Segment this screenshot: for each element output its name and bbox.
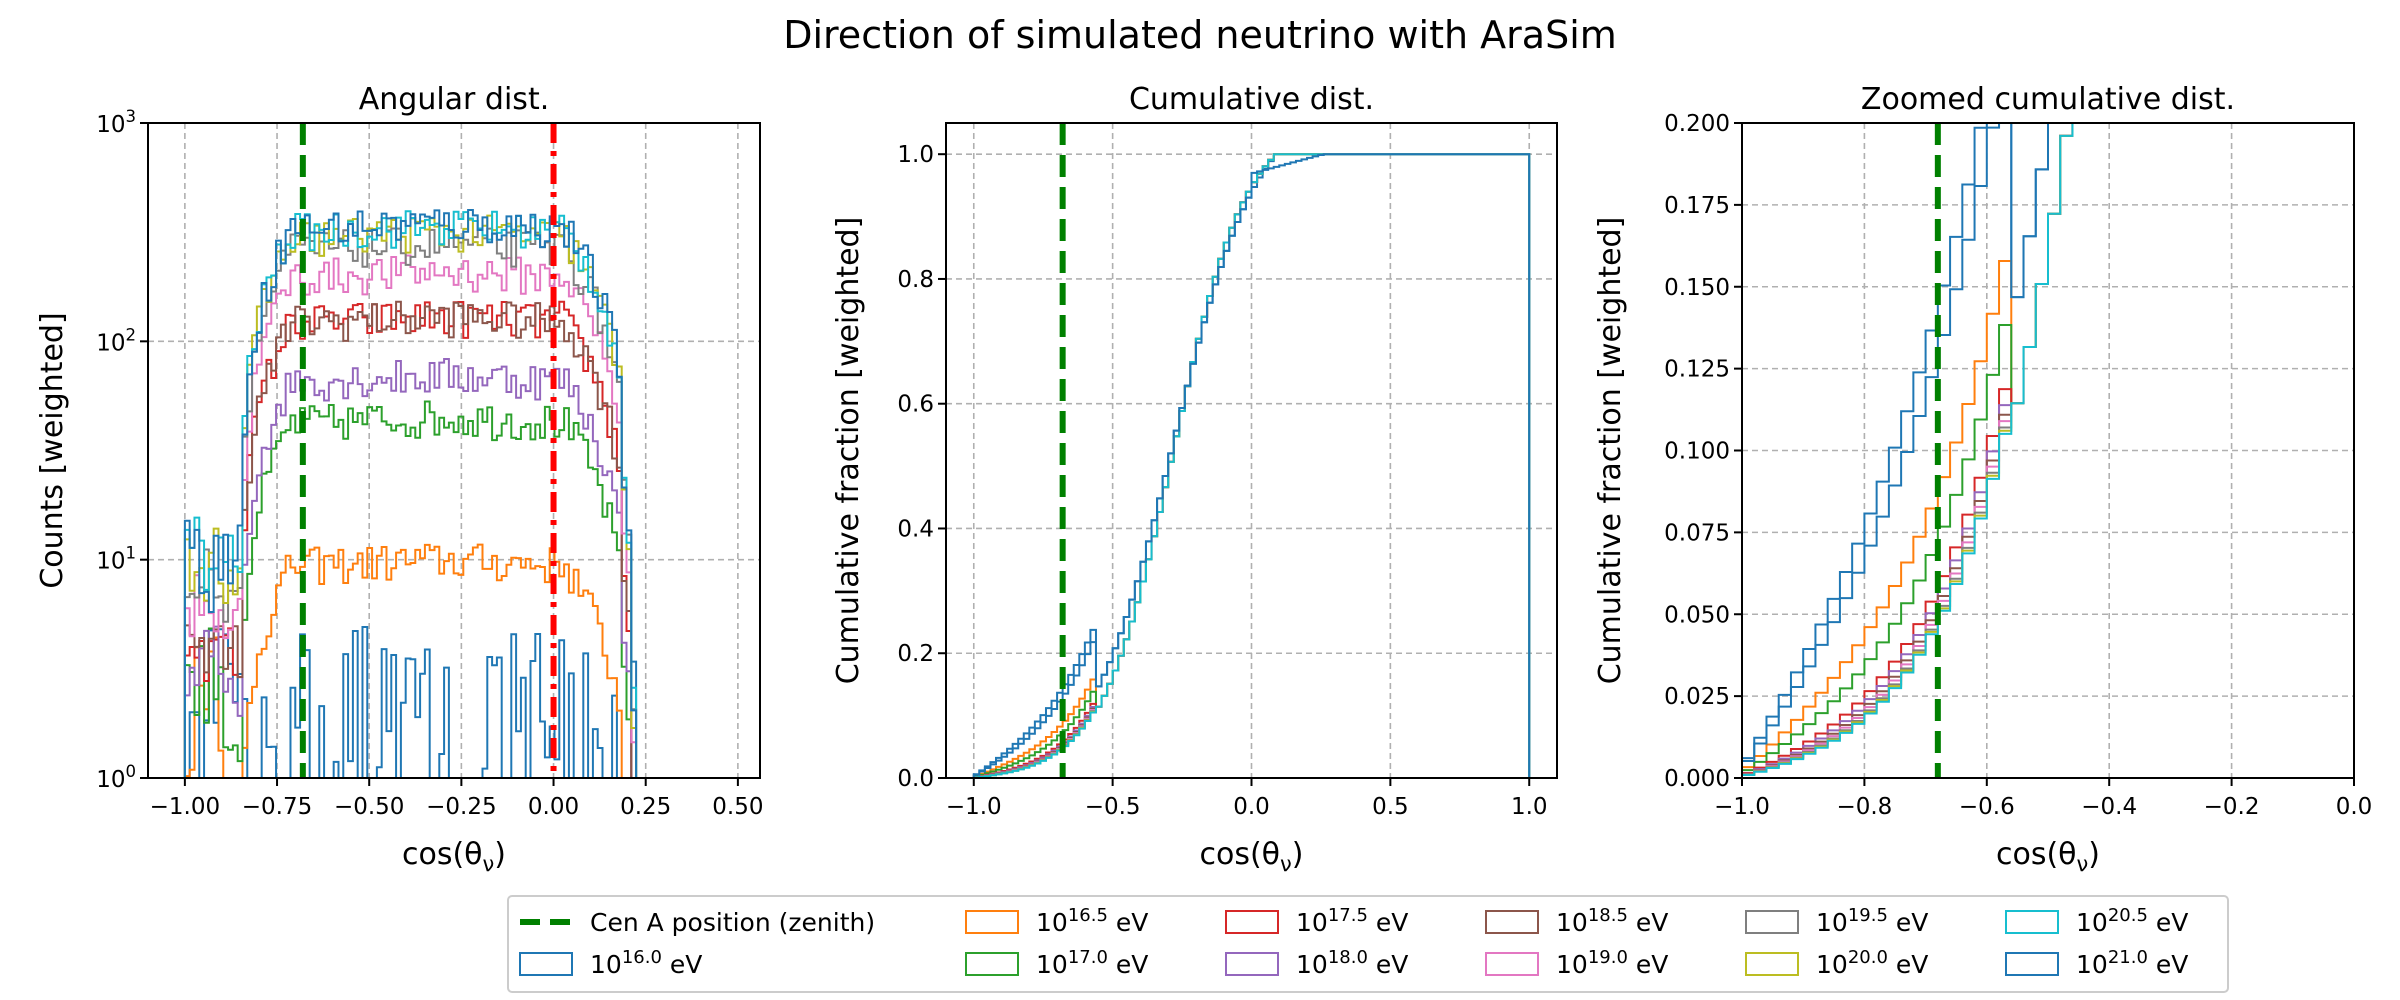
legend-cen-a-label: Cen A position (zenith) xyxy=(590,908,875,937)
cumulative-series-16.0 xyxy=(1742,123,2049,778)
x-tick-label: −0.75 xyxy=(242,794,312,820)
y-tick-label: 0.150 xyxy=(1664,275,1730,301)
histogram-series-16.0 xyxy=(188,625,638,778)
x-tick-label: −0.4 xyxy=(2081,794,2137,820)
x-tick-label: 0.50 xyxy=(712,794,763,820)
cumulative-series-16.5 xyxy=(1742,123,2074,778)
legend-label-17.5: 1017.5 eV xyxy=(1296,905,1408,937)
panel-zoomed-cumulative: −1.0 −0.8 −0.6 −0.4 −0.2 0.0 0.000 0.025 0.050 0.… xyxy=(1593,82,2373,876)
x-axis-label: cos(θν) xyxy=(1200,837,1304,876)
axes-frame xyxy=(147,122,761,779)
x-tick-label: −0.2 xyxy=(2204,794,2260,820)
y-tick-label: 1.0 xyxy=(897,142,934,168)
legend-label-21.0: 1021.0 eV xyxy=(2076,947,2188,979)
legend-swatch xyxy=(1225,952,1279,976)
legend-swatch xyxy=(519,952,573,976)
y-axis-label: Cumulative fraction [weighted] xyxy=(1593,217,1628,685)
histogram-series-21.0 xyxy=(183,208,638,778)
legend-swatch xyxy=(1485,910,1539,934)
y-tick-label: 0.175 xyxy=(1664,193,1730,219)
legend: Cen A position (zenith) 1016.0 eV 1016.5 e… xyxy=(507,895,2229,993)
legend-swatch xyxy=(1225,910,1279,934)
histogram-series-16.5 xyxy=(183,543,623,778)
x-tick-label: 0.0 xyxy=(1233,794,1270,820)
y-tick-label: 100 xyxy=(96,762,136,793)
y-axis-label: Cumulative fraction [weighted] xyxy=(831,217,866,685)
legend-swatch xyxy=(1745,910,1799,934)
panel-cumulative: −1.0 −0.5 0.0 0.5 1.0 0.0 0.2 0.4 0.6 0.8 1.0 Cumul… xyxy=(831,82,1558,876)
y-tick-label: 0.6 xyxy=(897,392,934,418)
cumulative-series-21.0 xyxy=(1742,123,2049,778)
y-tick-label: 0.4 xyxy=(897,516,934,542)
legend-label-19.5: 1019.5 eV xyxy=(1816,905,1928,937)
x-tick-label: −0.6 xyxy=(1959,794,2015,820)
y-tick-label: 0.050 xyxy=(1664,602,1730,628)
y-tick-label: 0.2 xyxy=(897,641,934,667)
legend-swatch xyxy=(2005,910,2059,934)
y-tick-label: 0.100 xyxy=(1664,439,1730,465)
cumulative-series-20.5 xyxy=(1742,123,2074,778)
legend-label-20.5: 1020.5 eV xyxy=(2076,905,2188,937)
histogram-series-19.0 xyxy=(183,254,638,778)
x-tick-label: 0.25 xyxy=(620,794,671,820)
x-tick-label: −0.8 xyxy=(1836,794,1892,820)
histogram-series-17.0 xyxy=(183,400,633,778)
legend-swatch xyxy=(1745,952,1799,976)
x-tick-label: 0.0 xyxy=(2336,794,2373,820)
x-tick-label: −0.50 xyxy=(334,794,404,820)
legend-label-18.0: 1018.0 eV xyxy=(1296,947,1408,979)
legend-label-17.0: 1017.0 eV xyxy=(1036,947,1148,979)
axes-frame xyxy=(945,122,1558,779)
x-tick-label: −0.25 xyxy=(426,794,496,820)
legend-label-18.5: 1018.5 eV xyxy=(1556,905,1668,937)
y-tick-label: 0.8 xyxy=(897,267,934,293)
y-tick-label: 0.125 xyxy=(1664,357,1730,383)
y-tick-label: 0.200 xyxy=(1664,111,1730,137)
panel-title: Angular dist. xyxy=(359,82,550,117)
cumulative-series-21.0 xyxy=(972,153,1531,778)
cumulative-series-17.0 xyxy=(1742,123,2074,778)
y-axis-label: Counts [weighted] xyxy=(35,312,70,588)
y-tick-label: 0.000 xyxy=(1664,766,1730,792)
legend-swatch xyxy=(2005,952,2059,976)
legend-swatch xyxy=(965,952,1019,976)
legend-label-19.0: 1019.0 eV xyxy=(1556,947,1668,979)
legend-label-16.5: 1016.5 eV xyxy=(1036,905,1148,937)
legend-label-20.0: 1020.0 eV xyxy=(1816,947,1928,979)
y-tick-label: 103 xyxy=(96,107,136,138)
x-tick-label: −1.0 xyxy=(1714,794,1770,820)
legend-swatch xyxy=(1485,952,1539,976)
histogram-series-18.5 xyxy=(183,300,633,778)
x-tick-label: −0.5 xyxy=(1085,794,1141,820)
x-tick-label: 0.00 xyxy=(528,794,579,820)
x-tick-label: −1.00 xyxy=(150,794,220,820)
figure-title: Direction of simulated neutrino with Ara… xyxy=(783,13,1617,57)
legend-swatch xyxy=(965,910,1019,934)
histogram-series-18.0 xyxy=(183,357,633,778)
legend-label-16.0: 1016.0 eV xyxy=(590,947,702,979)
y-tick-label: 102 xyxy=(96,325,136,356)
panel-title: Zoomed cumulative dist. xyxy=(1861,82,2235,117)
y-tick-label: 0.025 xyxy=(1664,684,1730,710)
y-tick-label: 0.075 xyxy=(1664,520,1730,546)
x-tick-label: 1.0 xyxy=(1511,794,1548,820)
x-axis-label: cos(θν) xyxy=(1996,837,2100,876)
x-axis-label: cos(θν) xyxy=(402,837,506,876)
y-tick-label: 101 xyxy=(96,544,136,575)
x-tick-label: −1.0 xyxy=(946,794,1002,820)
x-tick-label: 0.5 xyxy=(1372,794,1409,820)
panel-title: Cumulative dist. xyxy=(1129,82,1374,117)
y-tick-label: 0.0 xyxy=(897,766,934,792)
panel-angular: −1.00 −0.75 −0.50 −0.25 0.00 0.25 0.50 100 101 10… xyxy=(35,82,763,876)
